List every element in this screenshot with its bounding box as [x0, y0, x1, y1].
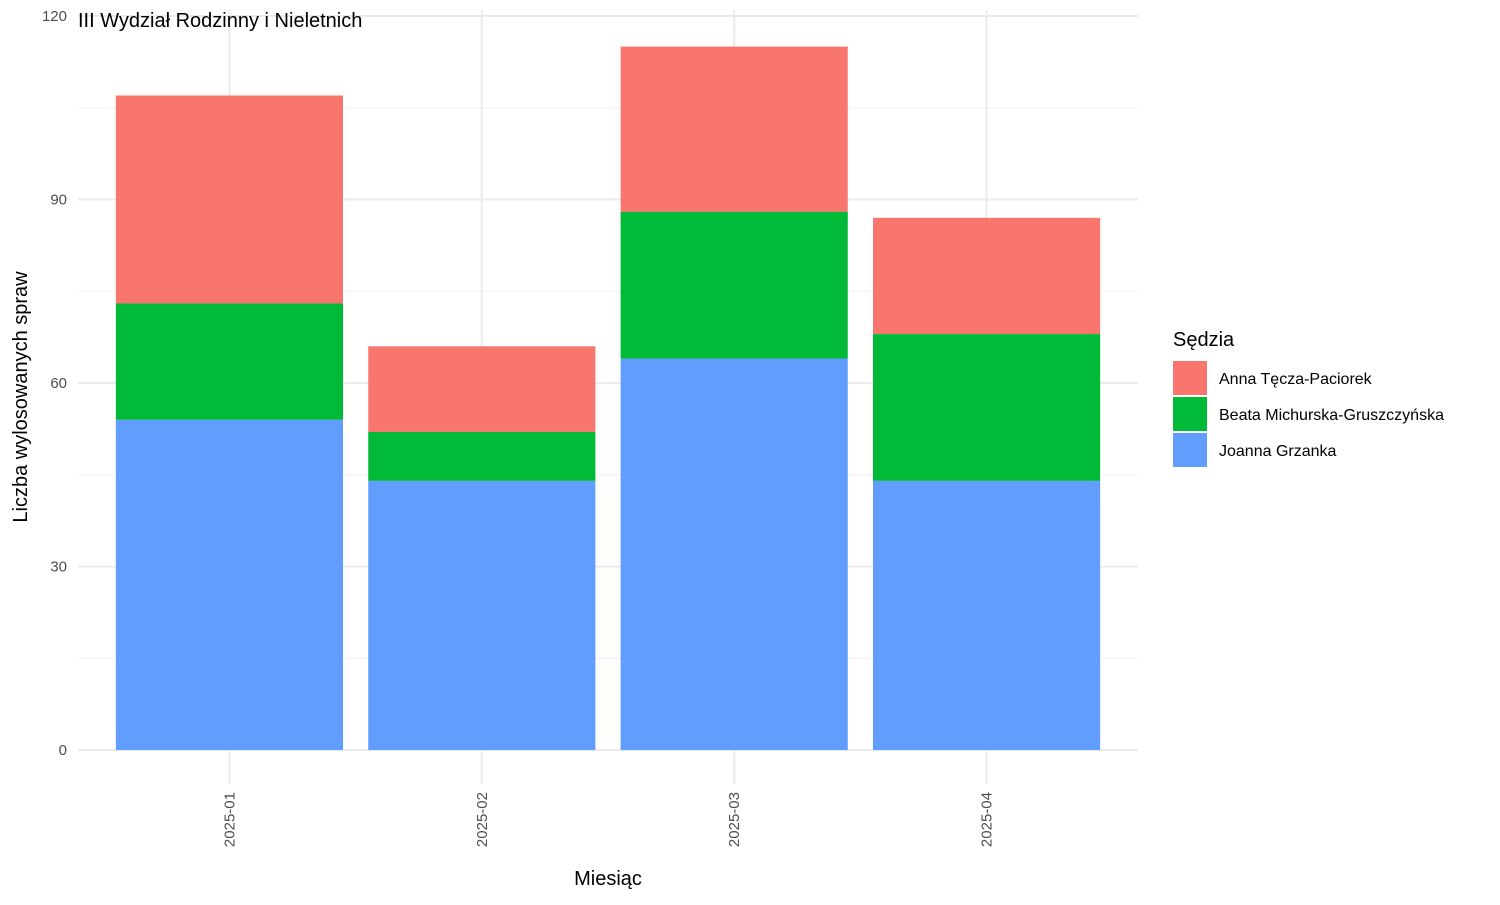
- bar-segment: [873, 480, 1101, 750]
- legend-swatch: [1173, 397, 1207, 431]
- x-tick-label: 2025-04: [979, 792, 996, 847]
- legend-title: Sędzia: [1173, 329, 1235, 351]
- legend-items: Anna Tęcza-Paciorek Beata Michurska-Grusz…: [1173, 361, 1444, 467]
- bar-segment: [115, 303, 343, 420]
- y-axis-ticks: 0 30 60 90 120: [42, 8, 67, 759]
- bar-segment: [620, 46, 848, 212]
- x-tick-label: 2025-01: [221, 792, 238, 847]
- y-tick-label: 120: [42, 8, 67, 25]
- legend-swatch: [1173, 361, 1207, 395]
- chart-title: III Wydział Rodzinny i Nieletnich: [78, 10, 362, 32]
- x-tick-label: 2025-03: [726, 792, 743, 847]
- bar-segment: [620, 358, 848, 750]
- bar-segment: [115, 419, 343, 750]
- legend-swatch: [1173, 433, 1207, 467]
- legend-label: Anna Tęcza-Paciorek: [1219, 371, 1373, 388]
- y-tick-label: 60: [50, 375, 67, 392]
- x-tick-label: 2025-02: [474, 792, 491, 847]
- bar-segment: [620, 211, 848, 359]
- bar-segment: [368, 480, 596, 750]
- y-tick-label: 90: [50, 192, 67, 209]
- bars: [115, 46, 1101, 750]
- legend-label: Beata Michurska-Gruszczyńska: [1219, 407, 1444, 424]
- bar-segment: [368, 346, 596, 432]
- x-axis-ticks: 2025-01 2025-02 2025-03 2025-04: [221, 792, 995, 847]
- y-axis-title: Liczba wylosowanych spraw: [10, 271, 32, 523]
- bar-segment: [115, 95, 343, 304]
- bar-segment: [873, 334, 1101, 481]
- y-tick-label: 0: [59, 742, 67, 759]
- x-axis-title: Miesiąc: [574, 868, 642, 890]
- y-tick-label: 30: [50, 559, 67, 576]
- legend-label: Joanna Grzanka: [1219, 443, 1337, 460]
- bar-segment: [368, 431, 596, 481]
- bar-segment: [873, 217, 1101, 335]
- legend: Sędzia Anna Tęcza-Paciorek Beata Michursk…: [1173, 329, 1444, 467]
